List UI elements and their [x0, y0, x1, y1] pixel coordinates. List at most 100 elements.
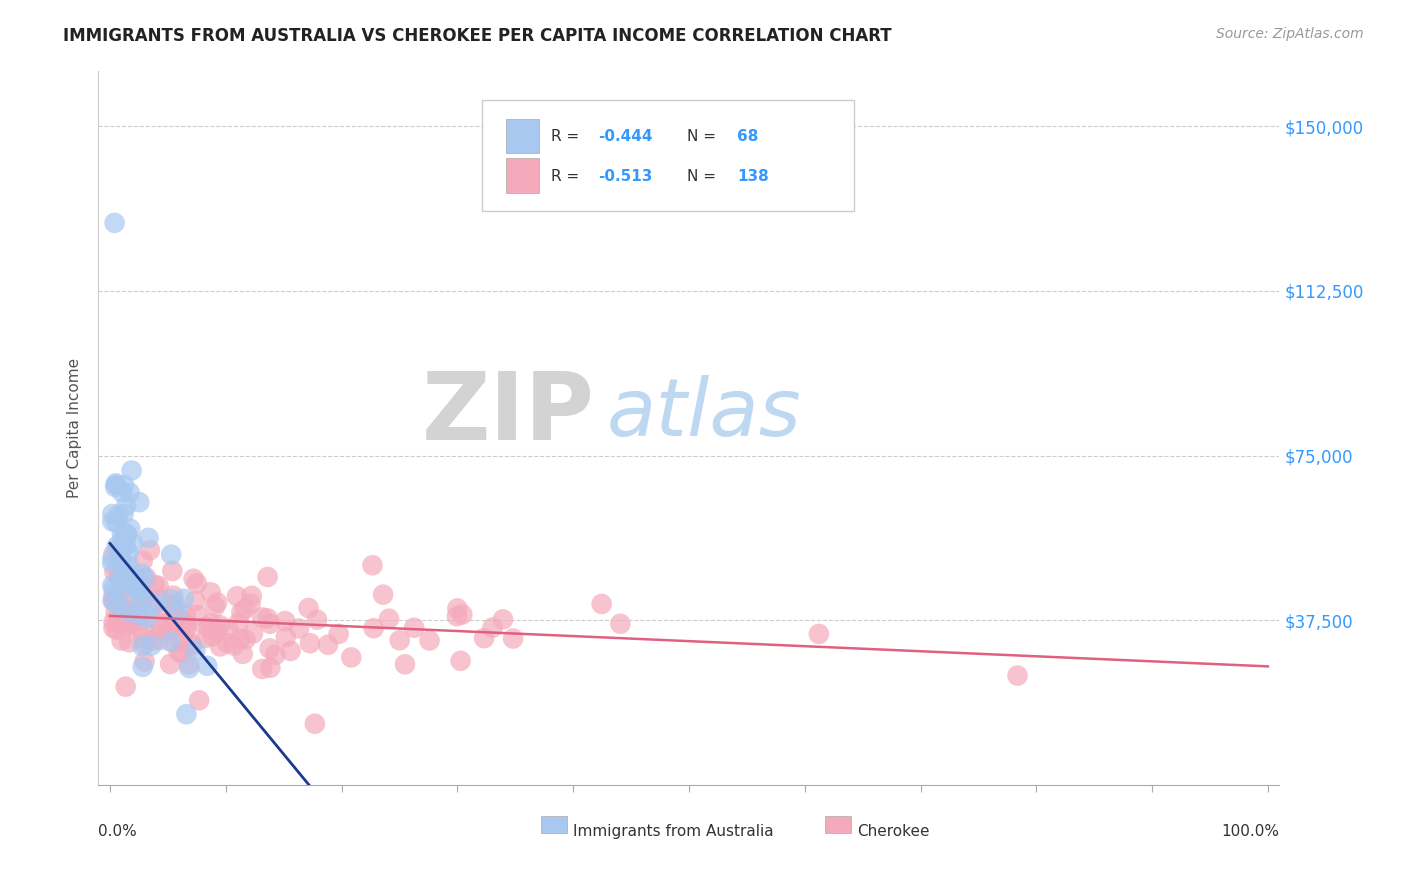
Point [108, 585, 131, 599]
Point [110, 633, 132, 648]
Text: -0.513: -0.513 [598, 169, 652, 185]
Point [118, 609, 141, 624]
Point [394, 657, 416, 672]
Point [222, 639, 245, 653]
Point [103, 565, 125, 579]
Point [124, 607, 146, 622]
Point [112, 532, 135, 546]
Point [163, 636, 186, 650]
Bar [506, 159, 538, 193]
Point [103, 547, 125, 561]
Point [132, 660, 155, 674]
Point [132, 623, 155, 637]
Point [159, 634, 181, 648]
Point [131, 566, 153, 581]
Text: Immigrants from Australia: Immigrants from Australia [574, 824, 773, 839]
Point [128, 495, 150, 509]
Point [204, 599, 226, 614]
Point [142, 633, 165, 648]
Point [502, 632, 524, 646]
Point [446, 609, 468, 624]
Point [112, 584, 135, 599]
Text: Source: ZipAtlas.com: Source: ZipAtlas.com [1216, 27, 1364, 41]
Point [107, 615, 129, 629]
Point [201, 629, 224, 643]
Point [129, 613, 152, 627]
Point [250, 662, 273, 676]
Point [226, 589, 249, 603]
Point [155, 624, 177, 638]
Point [361, 558, 384, 573]
Point [111, 526, 134, 541]
Point [184, 594, 207, 608]
Point [115, 526, 138, 541]
Point [121, 463, 143, 477]
Point [186, 607, 208, 622]
Point [205, 595, 228, 609]
Point [340, 650, 363, 665]
Point [195, 658, 218, 673]
Point [170, 632, 193, 647]
Point [207, 625, 229, 640]
Text: ZIP: ZIP [422, 368, 595, 460]
Text: R =: R = [551, 169, 583, 185]
Point [609, 616, 631, 631]
Point [134, 655, 156, 669]
Point [104, 476, 127, 491]
Point [228, 615, 250, 630]
Point [160, 548, 183, 562]
Point [176, 622, 198, 636]
Point [118, 546, 141, 560]
Point [378, 612, 401, 626]
Point [298, 636, 321, 650]
Point [110, 599, 132, 614]
Point [129, 590, 152, 604]
Point [111, 485, 134, 500]
Point [135, 570, 157, 584]
Text: 68: 68 [737, 128, 759, 144]
Point [112, 584, 135, 599]
Point [174, 608, 197, 623]
Point [110, 571, 132, 585]
Point [274, 614, 297, 628]
Point [103, 615, 125, 629]
Point [170, 646, 193, 660]
Point [114, 680, 136, 694]
Point [148, 632, 170, 647]
Point [240, 589, 263, 603]
Point [129, 592, 152, 607]
Point [143, 578, 166, 592]
Point [134, 605, 156, 619]
Point [117, 604, 139, 618]
Point [180, 636, 202, 650]
Bar [541, 815, 567, 833]
Point [198, 620, 221, 634]
Point [118, 485, 141, 500]
Point [481, 621, 503, 635]
Point [114, 570, 136, 584]
Point [188, 693, 211, 707]
Point [103, 621, 125, 635]
Point [252, 610, 274, 624]
Point [215, 636, 238, 650]
Point [117, 574, 139, 589]
Point [242, 626, 264, 640]
Point [117, 618, 139, 632]
Point [120, 616, 142, 631]
Point [115, 613, 138, 627]
Point [138, 531, 160, 545]
Point [114, 565, 136, 579]
Point [112, 574, 135, 588]
Point [134, 571, 156, 585]
Text: atlas: atlas [606, 375, 801, 453]
Point [233, 602, 256, 616]
Point [179, 661, 201, 675]
Bar [825, 815, 851, 833]
Text: N =: N = [686, 169, 720, 185]
Point [122, 574, 145, 588]
Point [159, 657, 181, 671]
Point [108, 550, 131, 565]
Point [131, 639, 153, 653]
Point [107, 599, 129, 613]
Text: 100.0%: 100.0% [1222, 824, 1279, 839]
